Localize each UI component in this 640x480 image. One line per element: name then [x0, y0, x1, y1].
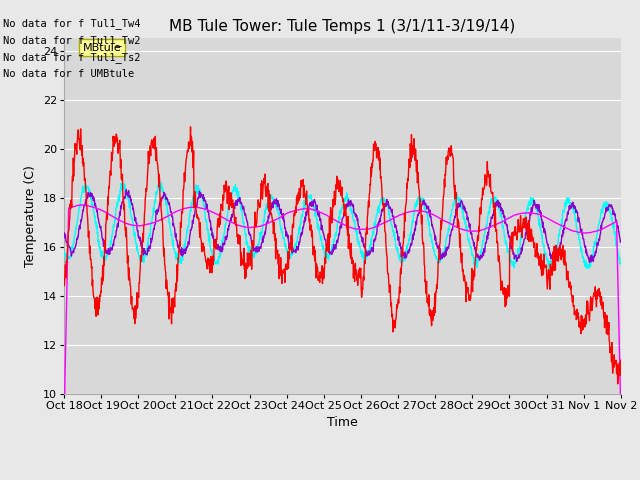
- Text: No data for f Tul1_Tw4: No data for f Tul1_Tw4: [3, 18, 141, 29]
- Text: MBtule: MBtule: [83, 43, 122, 53]
- Title: MB Tule Tower: Tule Temps 1 (3/1/11-3/19/14): MB Tule Tower: Tule Temps 1 (3/1/11-3/19…: [169, 20, 516, 35]
- Y-axis label: Temperature (C): Temperature (C): [24, 165, 37, 267]
- Legend: Tul1_Tw+10cm, Tul1_Ts-8cm, Tul1_Ts-16cm, Tul1_Ts-32cm: Tul1_Tw+10cm, Tul1_Ts-8cm, Tul1_Ts-16cm,…: [97, 475, 588, 480]
- X-axis label: Time: Time: [327, 416, 358, 429]
- Text: No data for f Tul1_Tw2: No data for f Tul1_Tw2: [3, 35, 141, 46]
- Text: No data for f UMBtule: No data for f UMBtule: [3, 69, 134, 79]
- Text: No data for f Tul1_Ts2: No data for f Tul1_Ts2: [3, 52, 141, 63]
